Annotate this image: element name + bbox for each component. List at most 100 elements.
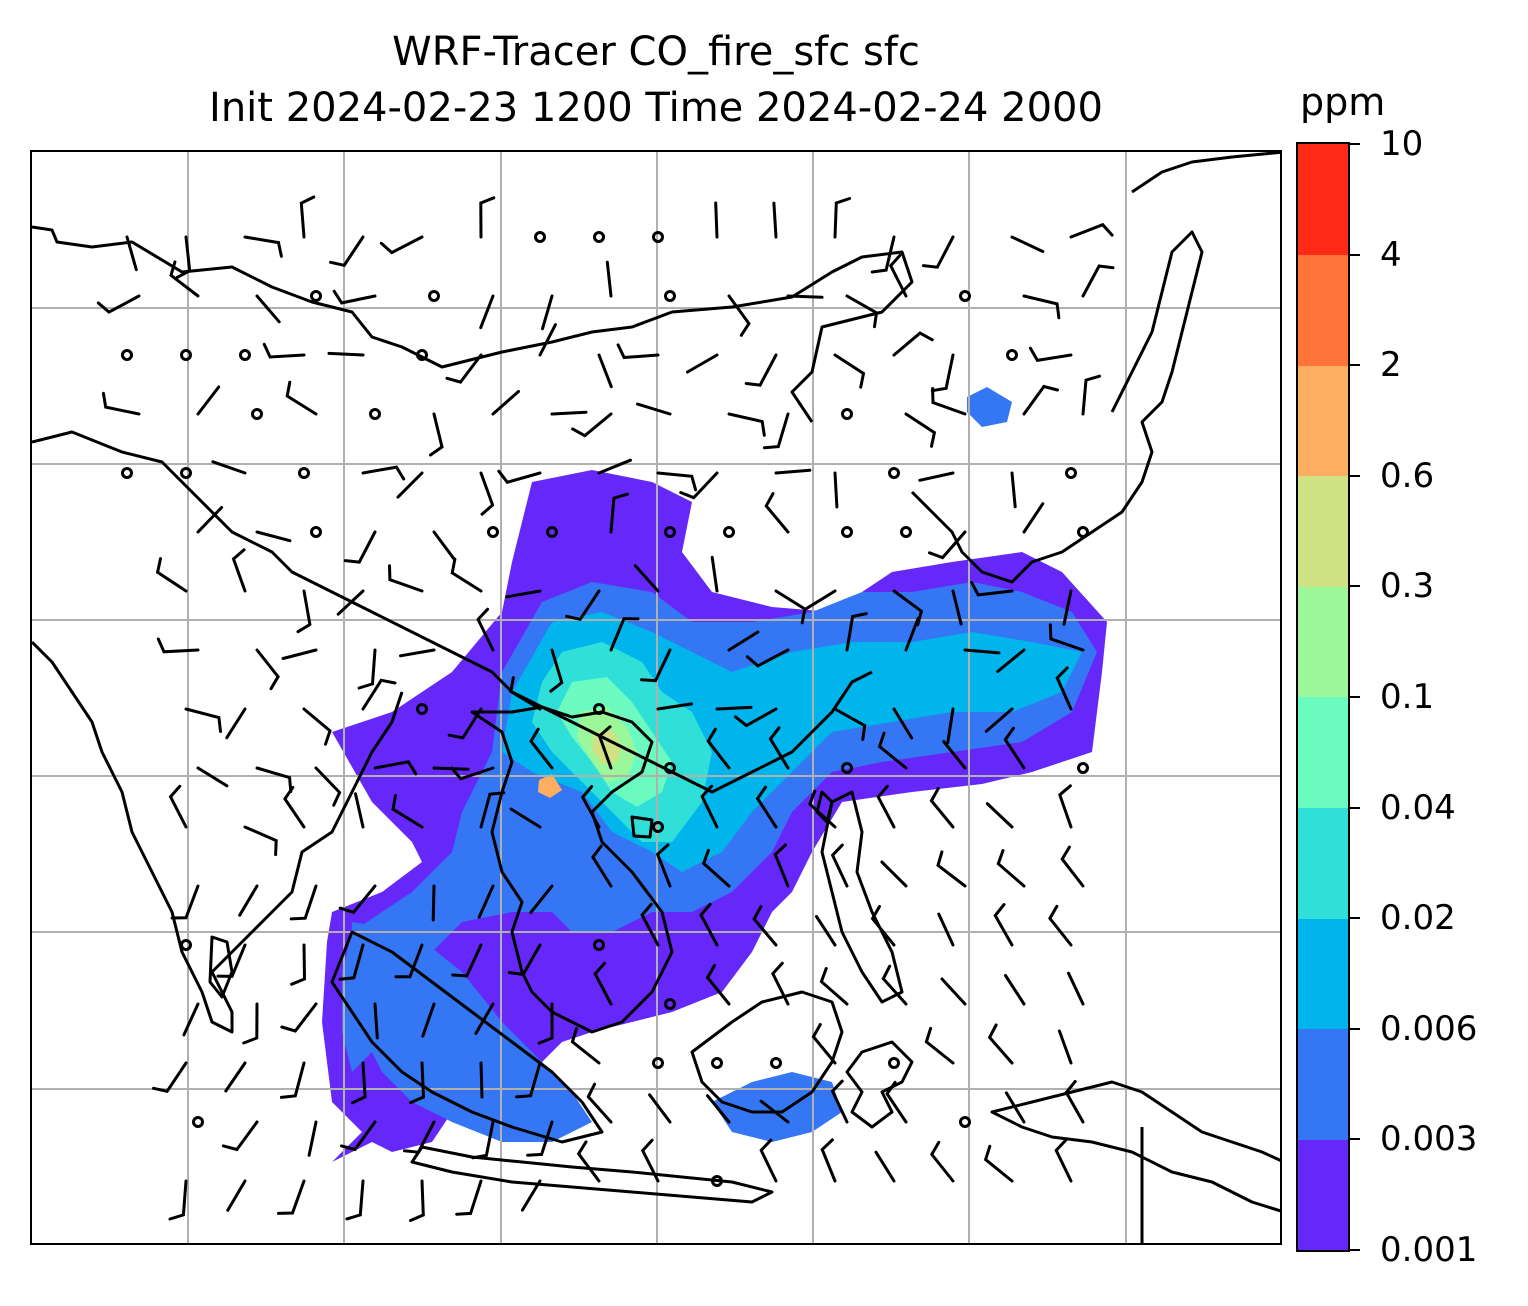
wind-barb xyxy=(1067,971,1085,1006)
map-panel xyxy=(30,150,1282,1245)
calm-wind-marker xyxy=(664,526,676,538)
wind-barb xyxy=(491,390,520,416)
wind-barb xyxy=(1010,235,1045,253)
calm-wind-marker xyxy=(770,1057,782,1069)
colorbar-tick xyxy=(1350,364,1360,367)
wind-barb xyxy=(1081,264,1115,298)
wind-barb xyxy=(808,789,837,829)
wind-barb xyxy=(549,648,564,693)
wind-barb xyxy=(479,294,495,330)
wind-barb xyxy=(476,607,495,652)
calm-wind-marker xyxy=(416,703,428,715)
wind-barb xyxy=(833,353,866,389)
wind-barb xyxy=(700,784,719,829)
wind-barb xyxy=(845,294,879,329)
wind-barb xyxy=(576,1140,601,1183)
colorbar-tick-label: 0.001 xyxy=(1380,1230,1478,1270)
wind-barb xyxy=(715,705,753,711)
colorbar-tick xyxy=(1350,806,1360,809)
calm-wind-marker xyxy=(1077,762,1089,774)
coastline-java xyxy=(410,1145,774,1204)
wind-barb xyxy=(479,1061,484,1099)
wind-barb xyxy=(479,471,495,516)
wind-barb xyxy=(242,1002,259,1045)
calm-wind-marker xyxy=(121,467,133,479)
wind-barb xyxy=(1022,294,1061,320)
calm-wind-marker xyxy=(959,1116,971,1128)
wind-barb xyxy=(225,707,247,740)
wind-barb xyxy=(394,943,424,979)
tracer-plume xyxy=(322,387,1107,1162)
colorbar xyxy=(1296,142,1350,1252)
wind-barb xyxy=(169,260,200,298)
calm-wind-markers xyxy=(121,231,1089,1187)
wind-barb xyxy=(211,460,247,475)
wind-barb xyxy=(302,707,332,746)
calm-wind-marker xyxy=(664,290,676,302)
calm-wind-marker xyxy=(841,762,853,774)
wind-barb xyxy=(336,589,365,616)
wind-barb xyxy=(1010,471,1017,509)
wind-barb xyxy=(409,1061,426,1105)
calm-wind-marker xyxy=(664,762,676,774)
wind-barb xyxy=(168,784,188,829)
wind-barb xyxy=(243,235,283,258)
wind-barb xyxy=(640,648,672,683)
wind-barb xyxy=(338,943,365,981)
coastline-sri-lanka xyxy=(208,935,234,999)
wind-barb xyxy=(421,1002,436,1038)
wind-barb xyxy=(507,943,542,977)
wind-barb xyxy=(1028,346,1073,362)
calm-wind-marker xyxy=(310,526,322,538)
wind-barb xyxy=(727,630,760,652)
wind-barb xyxy=(431,884,436,922)
wind-barb xyxy=(255,648,280,691)
wind-barb xyxy=(874,1150,896,1183)
wind-barb xyxy=(931,387,967,416)
wind-barb xyxy=(280,1002,318,1033)
calm-wind-marker xyxy=(593,939,605,951)
wind-barb xyxy=(820,1138,837,1183)
wind-barb xyxy=(345,1179,365,1221)
wind-barb xyxy=(125,235,138,272)
wind-barb xyxy=(811,1023,837,1065)
wind-barb xyxy=(357,648,377,690)
wind-barb xyxy=(529,727,554,770)
colorbar-segment xyxy=(1298,586,1348,698)
calm-wind-marker xyxy=(428,290,440,302)
wind-barb xyxy=(343,530,377,564)
wind-barb xyxy=(226,1179,247,1212)
wind-barb xyxy=(445,353,483,384)
colorbar-tick-label: 0.02 xyxy=(1380,898,1456,939)
wind-barb xyxy=(985,802,1014,829)
colorbar-tick-label: 2 xyxy=(1380,345,1402,386)
wind-barb xyxy=(727,294,751,337)
map-svg xyxy=(32,152,1280,1243)
wind-barb xyxy=(350,1061,367,1105)
wind-barb xyxy=(1055,666,1073,711)
wind-barb xyxy=(403,1120,436,1154)
calm-wind-marker xyxy=(1006,349,1018,361)
wind-barb xyxy=(1004,1091,1026,1124)
wind-barb xyxy=(520,1179,542,1212)
wind-barb xyxy=(929,787,955,829)
wind-barb xyxy=(640,902,660,947)
colorbar-tick xyxy=(1350,474,1360,477)
calm-wind-marker xyxy=(888,467,900,479)
wind-barb xyxy=(845,612,868,652)
wind-barb xyxy=(255,294,281,324)
wind-barb xyxy=(904,616,920,652)
colorbar-tick xyxy=(1350,917,1360,920)
calm-wind-marker xyxy=(180,939,192,951)
wind-barb xyxy=(710,555,719,593)
wind-barb xyxy=(474,1002,495,1035)
wind-barb xyxy=(184,707,222,733)
wind-barbs xyxy=(96,195,1115,1222)
colorbar-segment xyxy=(1298,1139,1348,1251)
wind-barb xyxy=(182,1002,200,1037)
coastline-taiwan xyxy=(815,790,834,824)
wind-barb xyxy=(734,707,778,728)
colorbar-segment xyxy=(1298,254,1348,366)
wind-barb xyxy=(379,235,424,255)
wind-barb xyxy=(290,943,307,986)
